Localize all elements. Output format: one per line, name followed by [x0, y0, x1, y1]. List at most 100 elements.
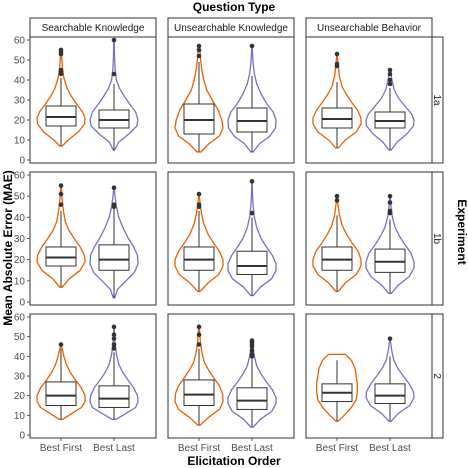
- box: [183, 379, 215, 406]
- outlier-point: [334, 198, 340, 203]
- outlier-point: [249, 43, 255, 49]
- x-tick-label: Best First: [40, 443, 82, 454]
- facet-panel: Best First Best Last: [305, 313, 433, 454]
- outlier-point: [387, 77, 393, 83]
- y-tick-label: 40: [14, 76, 26, 87]
- row-strip-label: 1a: [431, 94, 442, 106]
- outlier-point: [249, 352, 255, 357]
- outlier-point: [58, 183, 64, 188]
- outlier-point: [111, 324, 117, 330]
- outlier-point: [111, 332, 117, 338]
- row-strip-label: 1b: [431, 233, 442, 245]
- y-axis-title: Mean Absolute Error (MAE): [1, 170, 15, 326]
- outlier-point: [196, 332, 202, 338]
- outlier-point: [334, 193, 340, 199]
- box: [236, 250, 268, 275]
- outlier-point: [111, 202, 117, 207]
- outlier-point: [58, 67, 64, 73]
- box: [183, 246, 215, 271]
- outlier-point: [58, 47, 64, 53]
- outlier-point: [111, 37, 117, 43]
- box: [374, 248, 406, 273]
- outlier-point: [196, 324, 202, 330]
- violin: [315, 353, 359, 422]
- outlier-point: [387, 336, 393, 341]
- outlier-point: [111, 346, 117, 351]
- chart-title: Question Type: [193, 0, 276, 14]
- outlier-point: [196, 43, 202, 49]
- box: [45, 381, 77, 406]
- outlier-point: [334, 61, 340, 67]
- outlier-point: [249, 179, 255, 184]
- outlier-point: [249, 210, 255, 216]
- y-tick-label: 10: [14, 411, 26, 422]
- outlier-point: [111, 185, 117, 190]
- row-strip-label: 2: [431, 373, 442, 379]
- x-tick-label: Best First: [316, 443, 358, 454]
- y-tick-label: 10: [14, 136, 26, 147]
- facet-panel: 0 10 20 30 40 50 60 Best First Best Last: [14, 313, 157, 454]
- panel-border: [305, 313, 433, 439]
- facet-panel: 0 10 20 30 40 50 60: [14, 171, 157, 309]
- outlier-point: [58, 202, 64, 207]
- box: [236, 387, 268, 410]
- y-tick-label: 40: [14, 213, 26, 224]
- box: [374, 383, 406, 405]
- outlier-point: [387, 208, 393, 214]
- box: [98, 244, 130, 271]
- facet-panel: [305, 171, 433, 306]
- facet-row-title: Experiment: [455, 199, 468, 264]
- outlier-point: [387, 71, 393, 77]
- outlier-point: [387, 200, 393, 205]
- outlier-point: [111, 342, 117, 347]
- x-tick-label: Best First: [178, 443, 220, 454]
- box: [45, 246, 77, 267]
- outlier-point: [196, 191, 202, 197]
- panel-border: [29, 313, 157, 439]
- outlier-point: [387, 193, 393, 199]
- outlier-point: [196, 53, 202, 59]
- panel-border: [305, 171, 433, 306]
- y-tick-label: 40: [14, 352, 26, 363]
- outlier-point: [196, 202, 202, 207]
- facet-panel: [305, 36, 433, 164]
- outlier-point: [196, 47, 202, 53]
- panel-border: [305, 36, 433, 164]
- y-tick-label: 0: [19, 431, 25, 442]
- y-tick-label: 20: [14, 391, 26, 402]
- facet-panel: 0 10 20 30 40 50 60: [14, 36, 157, 167]
- outlier-point: [387, 67, 393, 73]
- y-tick-label: 50: [14, 192, 26, 203]
- y-tick-label: 30: [14, 372, 26, 383]
- x-tick-label: Best Last: [369, 443, 411, 454]
- y-tick-label: 0: [19, 156, 25, 167]
- facet-panel: [167, 171, 295, 306]
- outlier-point: [111, 71, 117, 77]
- box: [98, 385, 130, 408]
- x-tick-label: Best Last: [93, 443, 135, 454]
- facet-panel: [167, 36, 295, 164]
- y-tick-label: 60: [14, 313, 26, 324]
- outlier-point: [58, 342, 64, 347]
- outlier-point: [196, 342, 202, 347]
- panel-border: [167, 36, 295, 164]
- outlier-point: [58, 191, 64, 197]
- y-tick-label: 30: [14, 96, 26, 107]
- facet-panel: Best First Best Last: [167, 313, 295, 454]
- facet-panels: Searchable Knowledge Unsearchable Knowled…: [14, 17, 444, 454]
- y-tick-label: 0: [19, 298, 25, 309]
- panel-border: [29, 171, 157, 306]
- y-tick-label: 10: [14, 276, 26, 287]
- y-tick-label: 60: [14, 171, 26, 182]
- y-tick-label: 30: [14, 234, 26, 245]
- y-tick-label: 50: [14, 332, 26, 343]
- y-tick-label: 60: [14, 36, 26, 47]
- column-strip-label: Searchable Knowledge: [42, 23, 145, 34]
- outlier-point: [334, 51, 340, 57]
- outlier-point: [111, 336, 117, 341]
- outlier-point: [387, 81, 393, 87]
- outlier-point: [249, 338, 255, 343]
- outlier-point: [249, 348, 255, 353]
- y-tick-label: 20: [14, 116, 26, 127]
